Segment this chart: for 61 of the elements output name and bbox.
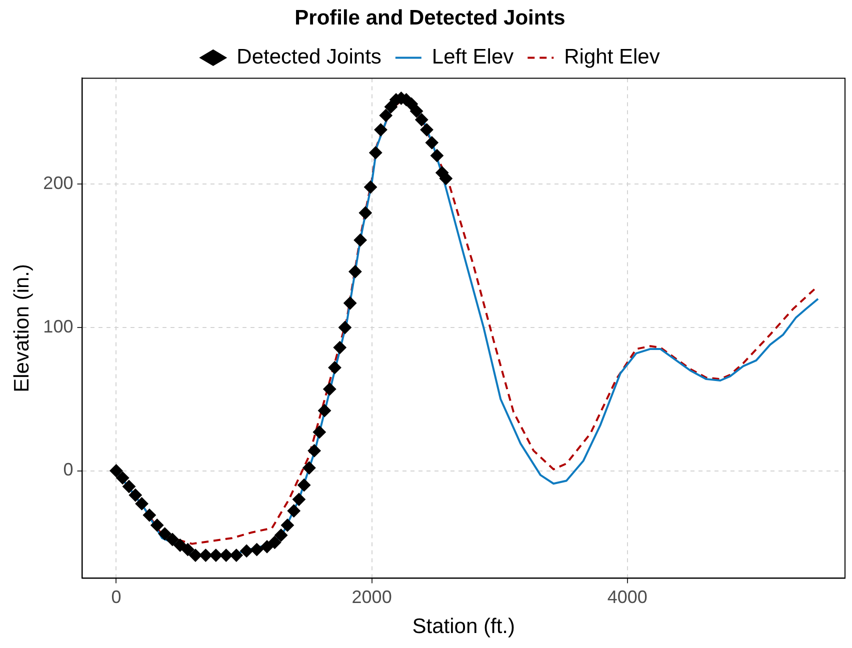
point — [404, 97, 418, 110]
y-tick-label: 0 — [63, 460, 74, 480]
x-axis-title: Station (ft.) — [412, 615, 515, 638]
point — [338, 320, 352, 334]
point — [369, 146, 382, 160]
point — [308, 444, 321, 458]
point — [344, 296, 357, 310]
point — [364, 180, 378, 194]
point — [128, 488, 142, 502]
point — [188, 548, 202, 562]
y-tick-label: 100 — [43, 316, 74, 336]
point — [292, 492, 306, 506]
point — [312, 426, 326, 439]
y-tick-label: 200 — [43, 173, 74, 194]
point — [280, 518, 294, 532]
point — [410, 104, 424, 118]
point — [354, 234, 367, 247]
point — [142, 508, 156, 522]
point — [415, 113, 428, 126]
point — [199, 548, 212, 562]
point — [158, 527, 172, 540]
point — [122, 480, 136, 494]
point — [181, 543, 194, 556]
legend-label: Left Elev — [432, 45, 514, 68]
point — [268, 536, 282, 549]
point — [384, 100, 398, 114]
point — [420, 123, 434, 136]
point — [358, 206, 372, 220]
point — [174, 538, 187, 552]
point — [220, 548, 233, 562]
point — [302, 461, 316, 474]
point — [116, 471, 130, 484]
point — [430, 149, 444, 162]
point — [260, 540, 274, 554]
point — [240, 544, 254, 558]
point — [298, 478, 311, 492]
point — [323, 382, 336, 396]
point — [318, 404, 332, 418]
legend-label: Right Elev — [564, 45, 660, 68]
point — [348, 265, 362, 278]
point — [166, 533, 179, 546]
point — [287, 504, 300, 518]
point — [209, 548, 222, 562]
point — [230, 548, 243, 562]
y-axis-title: Elevation (in.) — [10, 264, 34, 392]
x-tick-label: 2000 — [352, 586, 392, 607]
point — [110, 464, 123, 478]
point — [333, 341, 346, 354]
point — [328, 361, 342, 374]
legend-label: Detected Joints — [236, 45, 382, 68]
point — [425, 136, 438, 150]
point — [379, 108, 392, 122]
chart-title: Profile and Detected Joints — [294, 6, 566, 30]
point — [274, 528, 288, 542]
point — [374, 123, 388, 136]
point — [250, 543, 264, 556]
point — [150, 518, 164, 532]
point — [439, 172, 452, 185]
x-tick-label: 4000 — [607, 586, 648, 607]
point — [135, 497, 148, 510]
x-tick-label: 0 — [111, 586, 122, 607]
